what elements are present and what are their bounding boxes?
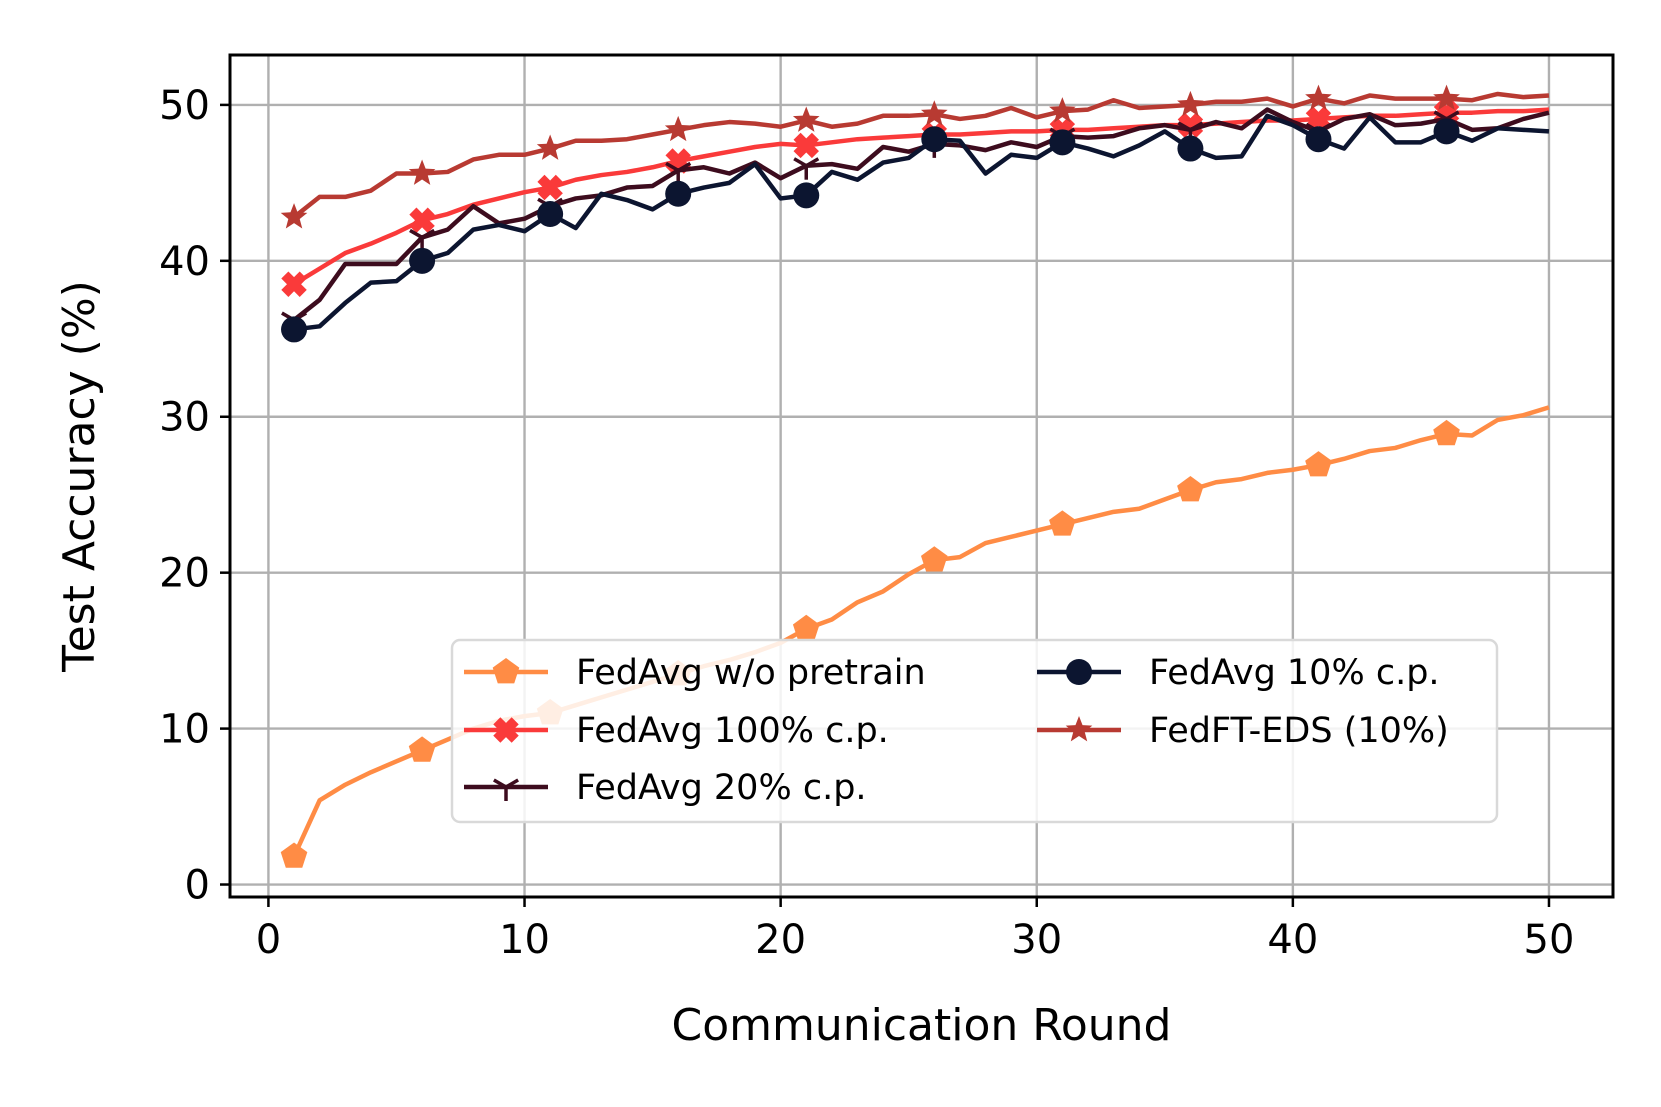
y-tick-label: 0 bbox=[185, 863, 210, 909]
y-tick-label: 20 bbox=[159, 551, 210, 597]
data-point-marker bbox=[664, 115, 692, 142]
legend-label: FedAvg w/o pretrain bbox=[576, 653, 926, 693]
data-point-marker bbox=[1177, 476, 1204, 502]
marker-arm bbox=[409, 228, 423, 239]
data-point-marker bbox=[1049, 129, 1076, 156]
marker-arm bbox=[1189, 121, 1204, 132]
data-point-marker bbox=[793, 157, 820, 180]
data-point-marker bbox=[493, 717, 519, 743]
marker-arm bbox=[1445, 110, 1460, 121]
y-tick-label: 30 bbox=[159, 395, 210, 441]
series-lines bbox=[280, 84, 1550, 868]
data-point-marker bbox=[1305, 106, 1332, 132]
data-point-marker bbox=[1066, 659, 1092, 685]
data-point-marker bbox=[409, 207, 435, 234]
marker-arm bbox=[1177, 121, 1192, 132]
data-point-marker bbox=[408, 736, 436, 762]
data-point-marker bbox=[1049, 97, 1076, 123]
data-point-marker bbox=[920, 100, 948, 126]
series-fedavg-10-c-p bbox=[281, 113, 1550, 343]
legend-entry: FedAvg 10% c.p. bbox=[1037, 653, 1440, 693]
series-fedft-eds-10 bbox=[280, 84, 1550, 229]
marker-arm bbox=[677, 161, 692, 172]
marker-arm bbox=[793, 157, 808, 168]
data-point-marker bbox=[793, 182, 820, 209]
y-tick-label: 40 bbox=[159, 239, 210, 285]
legend-label: FedAvg 100% c.p. bbox=[576, 711, 889, 751]
axis-ticks: 0 10 20 30 40 50 0 10 20 30 40 50 bbox=[159, 83, 1574, 963]
y-axis-title: Test Accuracy (%) bbox=[54, 280, 105, 673]
series-line bbox=[293, 113, 1550, 332]
legend-entry: FedAvg 20% c.p. bbox=[464, 768, 867, 808]
data-point-marker bbox=[665, 180, 692, 207]
data-point-marker bbox=[792, 106, 820, 132]
data-point-marker bbox=[1305, 126, 1332, 153]
series-line bbox=[292, 107, 1550, 287]
data-point-marker bbox=[793, 132, 819, 159]
marker-arm bbox=[421, 228, 436, 239]
data-point-marker bbox=[280, 203, 308, 229]
legend-entry: FedAvg 100% c.p. bbox=[464, 711, 889, 751]
x-tick-label: 30 bbox=[1011, 917, 1062, 963]
marker-arm bbox=[505, 778, 519, 789]
marker-arm bbox=[665, 161, 680, 172]
x-tick-label: 50 bbox=[1524, 917, 1575, 963]
x-tick-label: 40 bbox=[1267, 917, 1318, 963]
data-point-marker bbox=[792, 614, 820, 641]
legend-box bbox=[450, 638, 1499, 824]
data-point-marker bbox=[280, 842, 308, 868]
marker-arm bbox=[1433, 110, 1448, 121]
y-tick-label: 50 bbox=[159, 83, 210, 129]
data-point-marker bbox=[409, 247, 436, 274]
x-axis-title: Communication Round bbox=[671, 1000, 1171, 1051]
data-point-marker bbox=[408, 159, 436, 185]
marker-arm bbox=[493, 778, 507, 789]
series-line bbox=[292, 91, 1550, 219]
legend-entry: FedFT-EDS (10%) bbox=[1037, 711, 1449, 751]
data-point-marker bbox=[1305, 451, 1332, 477]
legend-label: FedFT-EDS (10%) bbox=[1149, 711, 1449, 751]
data-point-marker bbox=[281, 271, 307, 297]
x-tick-label: 10 bbox=[499, 917, 550, 963]
data-point-marker bbox=[537, 201, 564, 228]
legend-label: FedAvg 20% c.p. bbox=[576, 768, 867, 808]
data-point-marker bbox=[920, 546, 948, 572]
data-point-marker bbox=[921, 126, 948, 153]
data-point-marker bbox=[492, 658, 520, 684]
data-point-marker bbox=[1305, 84, 1332, 110]
x-tick-label: 20 bbox=[755, 917, 806, 963]
legend-entry: FedAvg w/o pretrain bbox=[464, 653, 926, 693]
data-point-marker bbox=[1049, 510, 1076, 536]
y-tick-label: 10 bbox=[159, 707, 210, 753]
data-point-marker bbox=[1433, 419, 1460, 446]
data-point-marker bbox=[1177, 112, 1204, 138]
data-point-marker bbox=[1177, 135, 1204, 162]
data-point-marker bbox=[493, 778, 519, 801]
plot-frame bbox=[228, 53, 1615, 899]
data-point-marker bbox=[537, 174, 563, 201]
data-point-marker bbox=[1177, 90, 1204, 117]
legend-label: FedAvg 10% c.p. bbox=[1149, 653, 1440, 693]
data-point-marker bbox=[1433, 118, 1460, 145]
legend: FedAvg w/o pretrain FedAvg 100% c.p. FedAv… bbox=[450, 638, 1499, 824]
data-point-marker bbox=[1065, 716, 1093, 742]
data-point-marker bbox=[536, 134, 564, 160]
data-point-marker bbox=[281, 316, 308, 343]
marker-arm bbox=[805, 157, 820, 168]
x-tick-label: 0 bbox=[256, 917, 281, 963]
data-point-marker bbox=[1433, 84, 1460, 110]
